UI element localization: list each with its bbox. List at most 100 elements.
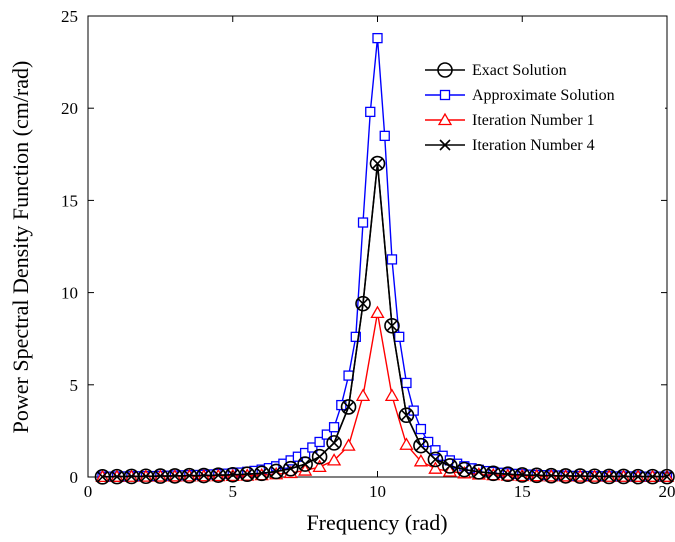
data-point-iteration-number-4 [574, 470, 586, 482]
x-tick-label: 10 [369, 482, 386, 501]
data-point-iteration-number-1 [399, 437, 414, 450]
data-point-iteration-number-4 [357, 298, 369, 310]
legend-label: Exact Solution [472, 62, 567, 79]
data-point-iteration-number-4 [429, 453, 441, 466]
data-point-iteration-number-4 [125, 470, 137, 483]
data-point-iteration-number-4 [646, 471, 659, 483]
data-point-approximate-solution [394, 331, 405, 343]
data-point-iteration-number-4 [140, 470, 152, 482]
data-point-iteration-number-4 [299, 458, 311, 470]
legend: Exact Solution Approximate Solution Iterat… [415, 55, 665, 165]
data-point-iteration-number-4 [328, 437, 340, 449]
data-point-approximate-solution [343, 370, 354, 381]
series-iteration-number-4 [96, 157, 673, 483]
series-line-iteration-number-4 [102, 163, 667, 478]
legend-label: Approximate Solution [472, 87, 615, 104]
data-point-exact-solution [282, 460, 299, 477]
legend-label: Iteration Number 1 [472, 112, 595, 129]
data-point-iteration-number-4 [487, 467, 499, 479]
data-point-approximate-solution [430, 445, 441, 456]
data-point-iteration-number-1 [326, 453, 342, 466]
data-point-iteration-number-1 [341, 438, 356, 451]
data-point-exact-solution [427, 451, 444, 468]
data-point-iteration-number-4 [618, 470, 630, 483]
data-point-iteration-number-1 [370, 305, 385, 319]
data-point-iteration-number-4 [342, 401, 355, 413]
data-point-exact-solution [398, 407, 415, 424]
data-point-iteration-number-4 [444, 460, 456, 472]
data-point-iteration-number-4 [531, 469, 543, 481]
data-point-iteration-number-1 [442, 464, 457, 477]
data-point-iteration-number-1 [428, 461, 443, 474]
series-layer [94, 32, 675, 485]
data-point-iteration-number-4 [241, 468, 253, 480]
data-point-iteration-number-4 [154, 470, 166, 482]
data-point-iteration-number-4 [502, 468, 514, 480]
data-point-approximate-solution [365, 106, 376, 118]
data-point-approximate-solution [386, 254, 398, 265]
data-point-approximate-solution [314, 436, 325, 448]
x-tick-label: 5 [229, 482, 238, 501]
data-point-iteration-number-4 [371, 157, 384, 170]
legend-item-iteration-number-4: Iteration Number 4 [425, 137, 595, 154]
data-point-approximate-solution [401, 377, 412, 389]
legend-item-iteration-number-1: Iteration Number 1 [425, 112, 595, 129]
data-point-exact-solution [413, 437, 429, 454]
data-point-exact-solution [268, 463, 284, 480]
y-tick-label: 0 [70, 468, 79, 487]
legend-marker [439, 89, 451, 101]
data-point-iteration-number-4 [545, 470, 557, 482]
data-point-exact-solution [340, 399, 357, 415]
data-point-approximate-solution [321, 429, 332, 440]
data-point-approximate-solution [307, 442, 318, 453]
data-point-iteration-number-1 [355, 388, 371, 402]
data-point-iteration-number-4 [458, 464, 470, 476]
data-point-approximate-solution [328, 422, 340, 433]
x-axis-label: Frequency (rad) [306, 510, 447, 535]
data-point-iteration-number-1 [384, 388, 400, 402]
data-point-iteration-number-4 [111, 471, 123, 483]
data-point-approximate-solution [357, 217, 369, 228]
x-tick-label: 0 [84, 482, 93, 501]
data-point-iteration-number-1 [312, 459, 327, 473]
data-point-iteration-number-4 [212, 469, 224, 481]
data-point-approximate-solution [372, 32, 383, 44]
legend-marker [437, 112, 453, 126]
data-point-iteration-number-4 [314, 451, 326, 463]
data-point-approximate-solution [350, 331, 361, 343]
data-point-iteration-number-4 [386, 320, 398, 332]
legend-item-exact-solution: Exact Solution [425, 62, 567, 79]
legend-item-approximate-solution: Approximate Solution [425, 87, 615, 104]
y-tick-label: 20 [61, 99, 78, 118]
data-point-iteration-number-4 [183, 470, 195, 482]
y-tick-label: 25 [61, 7, 78, 26]
data-point-iteration-number-4 [285, 463, 297, 475]
data-point-iteration-number-4 [198, 469, 210, 482]
y-tick-label: 15 [61, 191, 78, 210]
data-point-exact-solution [442, 458, 458, 474]
data-point-iteration-number-4 [415, 440, 427, 452]
data-point-iteration-number-4 [603, 470, 615, 483]
y-tick-label: 10 [61, 284, 78, 303]
data-point-approximate-solution [415, 423, 427, 435]
y-tick-label: 5 [70, 376, 79, 395]
legend-box [415, 55, 665, 165]
data-point-iteration-number-4 [400, 409, 413, 421]
data-point-iteration-number-4 [632, 471, 644, 483]
axes-layer: 0 5 10 15 20 0 5 10 15 20 25 [61, 7, 675, 501]
legend-marker [437, 62, 453, 78]
legend-marker [439, 139, 451, 151]
data-point-iteration-number-4 [256, 467, 268, 479]
data-point-iteration-number-4 [473, 466, 485, 478]
data-point-approximate-solution [379, 130, 390, 142]
data-point-iteration-number-1 [413, 454, 429, 467]
data-point-iteration-number-4 [560, 470, 572, 482]
data-point-iteration-number-4 [96, 471, 109, 483]
x-tick-label: 20 [659, 482, 675, 501]
legend-label: Iteration Number 4 [472, 137, 595, 154]
data-point-iteration-number-4 [169, 470, 181, 482]
x-tick-label: 15 [514, 482, 531, 501]
y-axis-label: Power Spectral Density Function (cm/rad) [8, 61, 33, 434]
data-point-exact-solution [311, 448, 328, 465]
